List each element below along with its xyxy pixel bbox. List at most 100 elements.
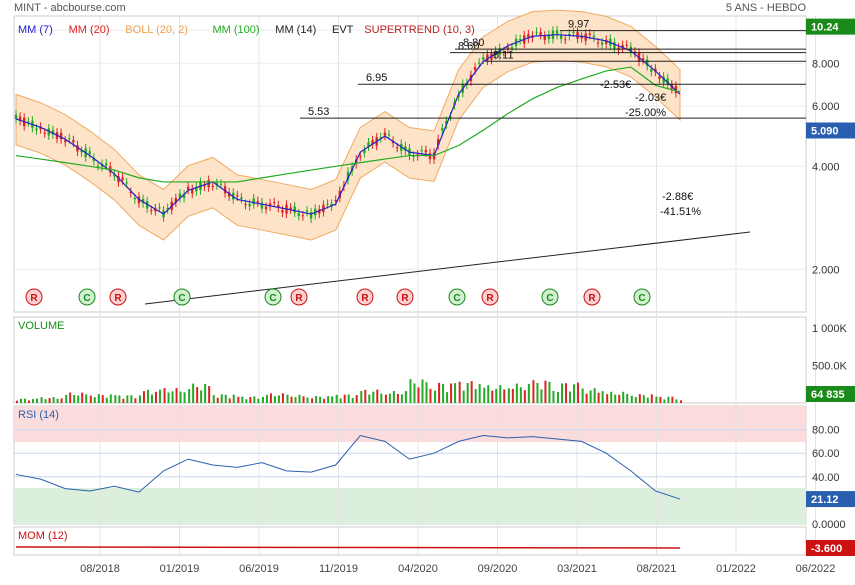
volume-bar <box>491 390 494 403</box>
volume-bar <box>331 396 334 403</box>
candle-body <box>240 197 243 200</box>
candle-body <box>395 147 399 149</box>
volume-bar <box>130 395 133 403</box>
candle-body <box>117 176 120 183</box>
volume-bar <box>114 395 117 403</box>
volume-bar <box>253 396 256 403</box>
volume-bar <box>544 380 547 403</box>
candle-body <box>178 193 182 198</box>
volume-bar <box>388 393 391 403</box>
candle-body <box>650 69 653 72</box>
candle-body <box>371 140 374 145</box>
candle-body <box>186 186 190 190</box>
volume-bar <box>421 379 424 403</box>
legend-item: BOLL (20, 2) <box>125 24 188 36</box>
candle-body <box>326 203 329 205</box>
signal-label: R <box>30 293 38 304</box>
volume-bar <box>142 391 145 403</box>
candle-body <box>621 44 624 49</box>
candle-body <box>18 116 22 121</box>
volume-bar <box>573 384 576 403</box>
rsi-tick-label: 60.00 <box>812 448 840 460</box>
volume-bar <box>540 389 543 403</box>
volume-bar <box>183 392 186 403</box>
volume-bar <box>601 391 604 403</box>
candle-body <box>572 31 575 33</box>
volume-bar <box>290 396 293 403</box>
candle-body <box>404 146 407 151</box>
signal-circle <box>264 288 282 306</box>
signal-label: R <box>295 293 303 304</box>
volume-bar <box>634 397 637 403</box>
candle-body <box>133 198 137 200</box>
signal-label: C <box>269 293 276 304</box>
volume-bar <box>515 383 518 403</box>
volume-bar <box>442 383 445 403</box>
volume-bar <box>89 395 92 403</box>
volume-bar <box>548 381 551 403</box>
candle-body <box>658 76 661 79</box>
volume-bar <box>16 400 18 403</box>
candle-body <box>113 174 116 177</box>
last-price-tag: 5.090 <box>811 125 839 137</box>
candle-body <box>203 185 206 187</box>
candle-body <box>264 206 268 210</box>
volume-bar <box>319 396 322 403</box>
volume-bar <box>36 398 38 403</box>
volume-bar <box>273 396 276 403</box>
chart-symbol: MINT - abcbourse.com <box>14 2 126 14</box>
volume-bar <box>85 394 88 403</box>
candle-body <box>96 165 100 167</box>
volume-bar <box>630 395 633 403</box>
volume-bar <box>281 393 284 403</box>
volume-bar <box>532 380 535 403</box>
level-label: 8.11 <box>493 49 514 61</box>
rsi-last-bg <box>806 491 855 508</box>
candle-body <box>223 186 227 194</box>
volume-bar <box>396 393 399 403</box>
x-tick-label: 11/2019 <box>319 563 358 575</box>
candle-body <box>449 116 452 118</box>
candle-body <box>555 30 559 35</box>
candle-body <box>625 44 628 46</box>
volume-bar <box>277 395 280 403</box>
candle-body <box>613 42 616 49</box>
volume-bar <box>429 388 432 403</box>
volume-bar <box>565 383 568 403</box>
annotation-label: -41.51% <box>660 206 701 218</box>
indicator-legend: MM (7) MM (20) BOLL (20, 2) MM (100) MM (14)… <box>18 24 475 36</box>
volume-bar <box>646 397 649 403</box>
volume-bar <box>507 388 510 403</box>
volume-title: VOLUME <box>18 320 64 332</box>
candle-body <box>559 35 563 39</box>
candle-body <box>568 33 571 36</box>
candle-body <box>256 200 260 203</box>
candle-body <box>527 34 530 39</box>
annotation-label: -2.03€ <box>635 92 666 104</box>
volume-bar <box>208 386 211 403</box>
volume-bar <box>20 398 22 403</box>
momentum-line <box>15 546 681 549</box>
rsi-tick-label: 0.0000 <box>812 519 846 531</box>
signal-label: R <box>361 293 369 304</box>
volume-bar <box>499 385 502 403</box>
candle-body <box>129 191 132 194</box>
candle-body <box>277 205 280 208</box>
volume-bar <box>626 393 629 403</box>
candle-body <box>445 120 448 125</box>
volume-bar <box>323 398 326 403</box>
moving-averages <box>15 34 751 305</box>
candle-body <box>592 35 596 38</box>
candle-body <box>580 36 583 39</box>
candle-body <box>43 132 46 134</box>
top-level-tag: 10.24 <box>811 22 839 34</box>
volume-bar <box>154 391 157 403</box>
volume-bar <box>216 397 219 403</box>
volume-bar <box>610 391 613 403</box>
volume-bar <box>655 396 658 403</box>
candle-body <box>662 76 665 83</box>
signal-circle <box>448 288 466 306</box>
volume-bar <box>65 394 68 403</box>
candle-body <box>428 153 432 160</box>
